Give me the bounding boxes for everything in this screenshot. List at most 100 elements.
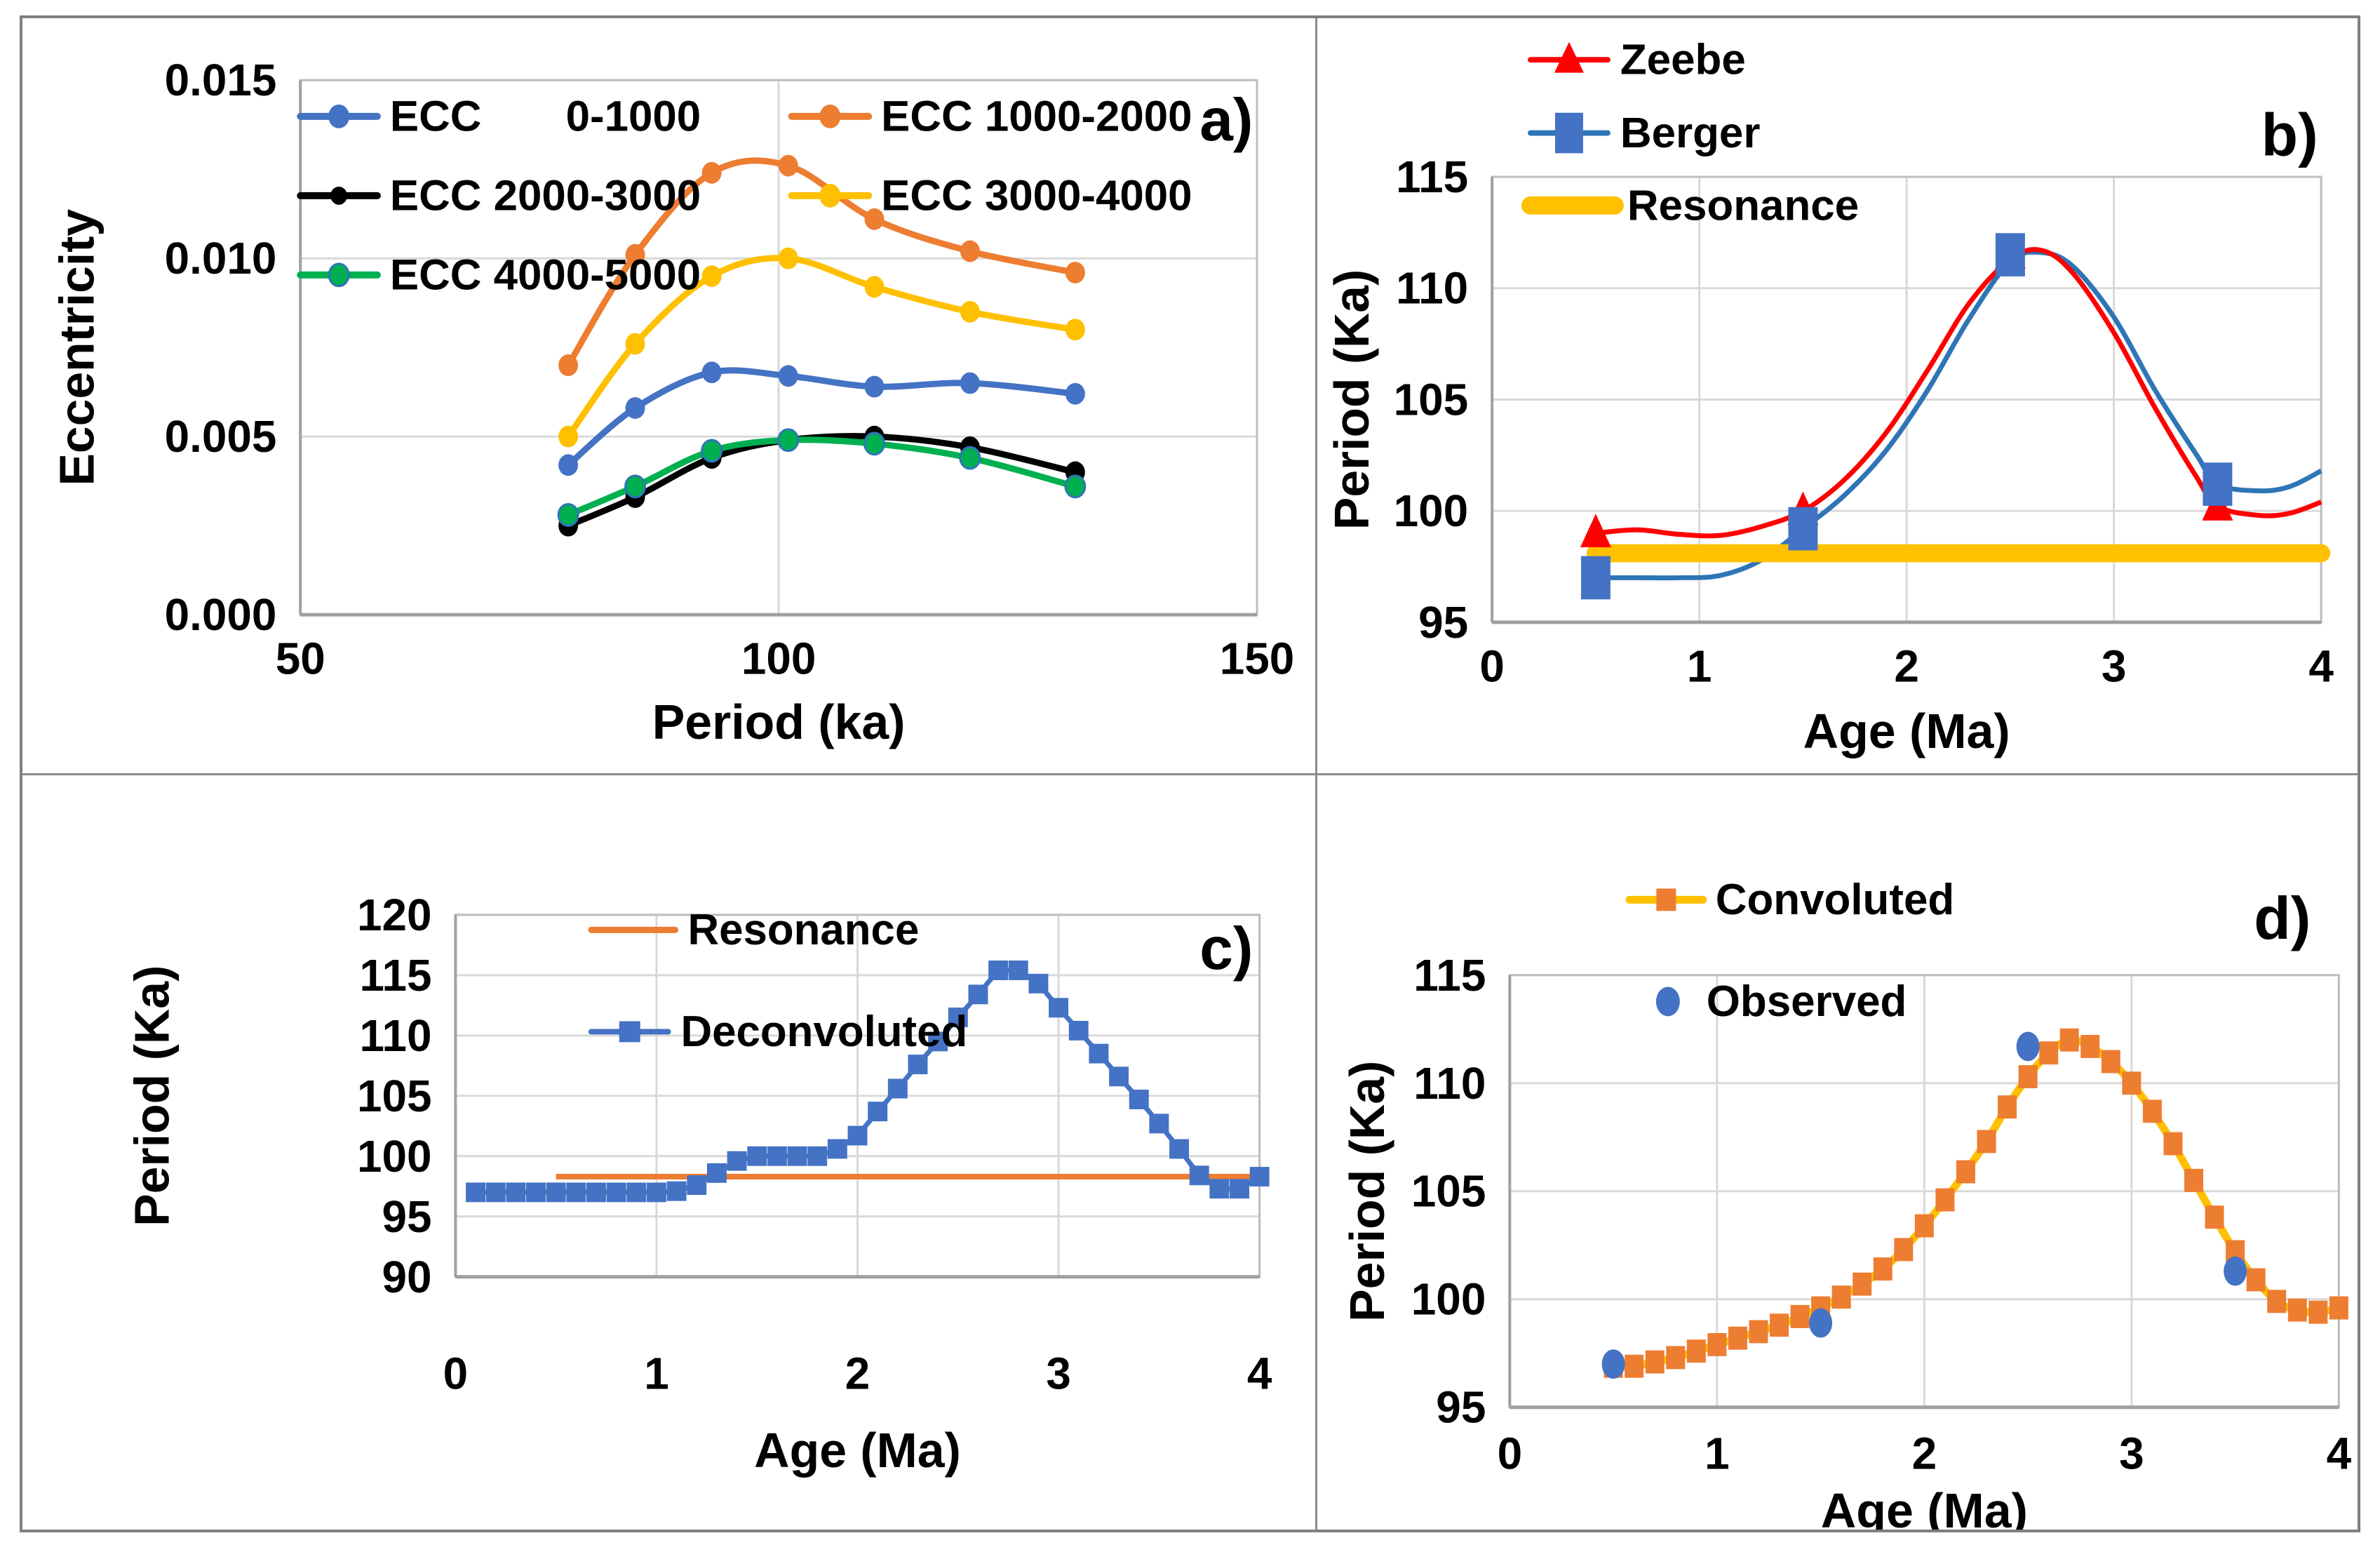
marker-square [847,1125,868,1146]
legend-item-ecc-3000-4000: ECC 3000-4000 [788,171,1192,220]
y-tick-label: 115 [1396,152,1468,202]
marker-square [1645,1350,1665,1374]
y-tick-label: 115 [360,950,432,1001]
marker-circle [1065,262,1085,283]
chart-canvas-d: 0 1 2 3 4 95 100 105 110 115 Age (Ma) Period (Ka) Co… [1340,876,2352,1530]
marker-circle [819,104,841,128]
marker-square [706,1163,727,1183]
marker-square [747,1146,767,1166]
legend-label: Observed [1707,977,1907,1026]
x-tick-label: 1 [644,1348,668,1398]
marker-square [1625,1354,1644,1378]
marker-square [1656,888,1676,911]
marker-square [827,1139,847,1159]
y-axis-title: Period (Ka) [1324,269,1379,530]
marker-square [1769,1313,1789,1337]
panel-b-zeebe-berger-resonance: 0 1 2 3 4 95 100 105 110 115 Age (Ma) Period (Ka) Ze… [1317,18,2358,776]
panel-letter: b) [2261,102,2318,169]
marker-square [2329,1296,2348,1320]
marker-circle [625,243,645,266]
panel-d-convoluted-observed: 0 1 2 3 4 95 100 105 110 115 Age (Ma) Period (Ka) Co… [1317,775,2358,1530]
series-ecc-1000-2000 [558,154,1085,377]
marker-square [1230,1179,1249,1199]
x-tick-label: 1 [1687,641,1712,692]
y-tick-label: 100 [1411,1274,1486,1325]
marker-square [1249,1167,1270,1187]
marker-square [968,984,988,1005]
marker-circle [625,333,645,355]
legend-label: Zeebe [1620,36,1746,84]
marker-circle [701,361,722,384]
legend: Resonance Deconvoluted [588,906,968,1056]
marker-circle [864,276,885,298]
x-tick-label: 0 [443,1348,468,1398]
marker-square [619,1021,640,1043]
marker-square [2101,1050,2120,1074]
y-tick-label: 0.015 [165,55,277,105]
x-tick-label: 2 [845,1348,870,1398]
legend-label: Deconvoluted [681,1008,968,1056]
x-axis-title: Period (ka) [652,695,906,749]
marker-square [1873,1257,1892,1281]
y-axis-title: Period (Ka) [1340,1061,1394,1322]
marker-square [1790,1305,1810,1328]
y-tick-label: 110 [360,1010,432,1061]
panel-c-deconvoluted-resonance: 0 1 2 3 4 90 95 100 105 110 115 120 Age (Ma) Period (… [22,775,1317,1530]
marker-vrect [1554,112,1583,154]
tick-labels: 0 1 2 3 4 95 100 105 110 115 [1394,152,2334,691]
x-tick-label: 4 [2308,641,2334,692]
marker-square [2018,1065,2038,1089]
marker-triangle [1580,514,1611,547]
marker-circle [624,474,647,499]
y-tick-label: 120 [357,890,431,940]
marker-square [646,1182,666,1203]
tick-labels: 0 1 2 3 4 95 100 105 110 115 [1411,950,2352,1479]
marker-square [2267,1290,2287,1313]
legend-label: Berger [1620,109,1761,157]
marker-square [2163,1132,2183,1156]
marker-square [2039,1041,2059,1065]
marker-square [1209,1179,1230,1199]
marker-square [988,961,1009,981]
series-ecc-0-1000 [558,361,1085,476]
marker-vrect [1788,507,1818,551]
y-axis-title: Period (Ka) [124,965,179,1226]
legend: ECC 0-1000 ECC 1000-2000 ECC 2000-3000 ECC … [297,92,1192,299]
marker-vrect [2203,462,2233,506]
marker-square [1749,1320,1768,1344]
marker-square [546,1182,566,1203]
x-tick-label: 150 [1220,634,1294,684]
marker-circle [959,446,981,470]
legend-item-ecc-2000-3000: ECC 2000-3000 [297,171,701,220]
marker-square [1707,1333,1727,1357]
marker-circle [1065,319,1085,341]
marker-circle [558,425,579,448]
marker-square [1068,1021,1089,1041]
marker-vrect [1580,556,1611,600]
x-axis-title: Age (Ma) [1821,1483,2028,1530]
chart-canvas-c: 0 1 2 3 4 90 95 100 105 110 115 120 Age (Ma) Period (… [124,890,1272,1478]
legend-label: ECC 2000-3000 [390,171,701,220]
legend-item-observed: Observed [1655,977,1907,1026]
marker-circle [960,300,980,323]
marker-square [2080,1035,2100,1059]
series-ecc-4000-5000 [557,428,1087,527]
marker-circle [960,372,980,394]
y-tick-label: 105 [357,1071,431,1121]
legend-item-convoluted: Convoluted [1625,876,1954,924]
series-line [476,968,1261,1196]
marker-square [1089,1043,1109,1064]
legend: Convoluted Observed [1625,876,1954,1026]
marker-circle [2016,1031,2040,1062]
marker-circle [1809,1308,1833,1338]
x-tick-label: 1 [1705,1429,1730,1479]
marker-square [2308,1300,2328,1324]
marker-square [948,1008,968,1028]
y-tick-label: 110 [1396,263,1468,314]
tick-labels: 0 1 2 3 4 90 95 100 105 110 115 120 [357,890,1272,1398]
marker-square [687,1175,707,1196]
marker-square [2059,1028,2079,1052]
marker-square [1956,1160,1975,1184]
x-tick-label: 100 [741,634,816,684]
legend-item-berger: Berger [1527,109,1761,157]
